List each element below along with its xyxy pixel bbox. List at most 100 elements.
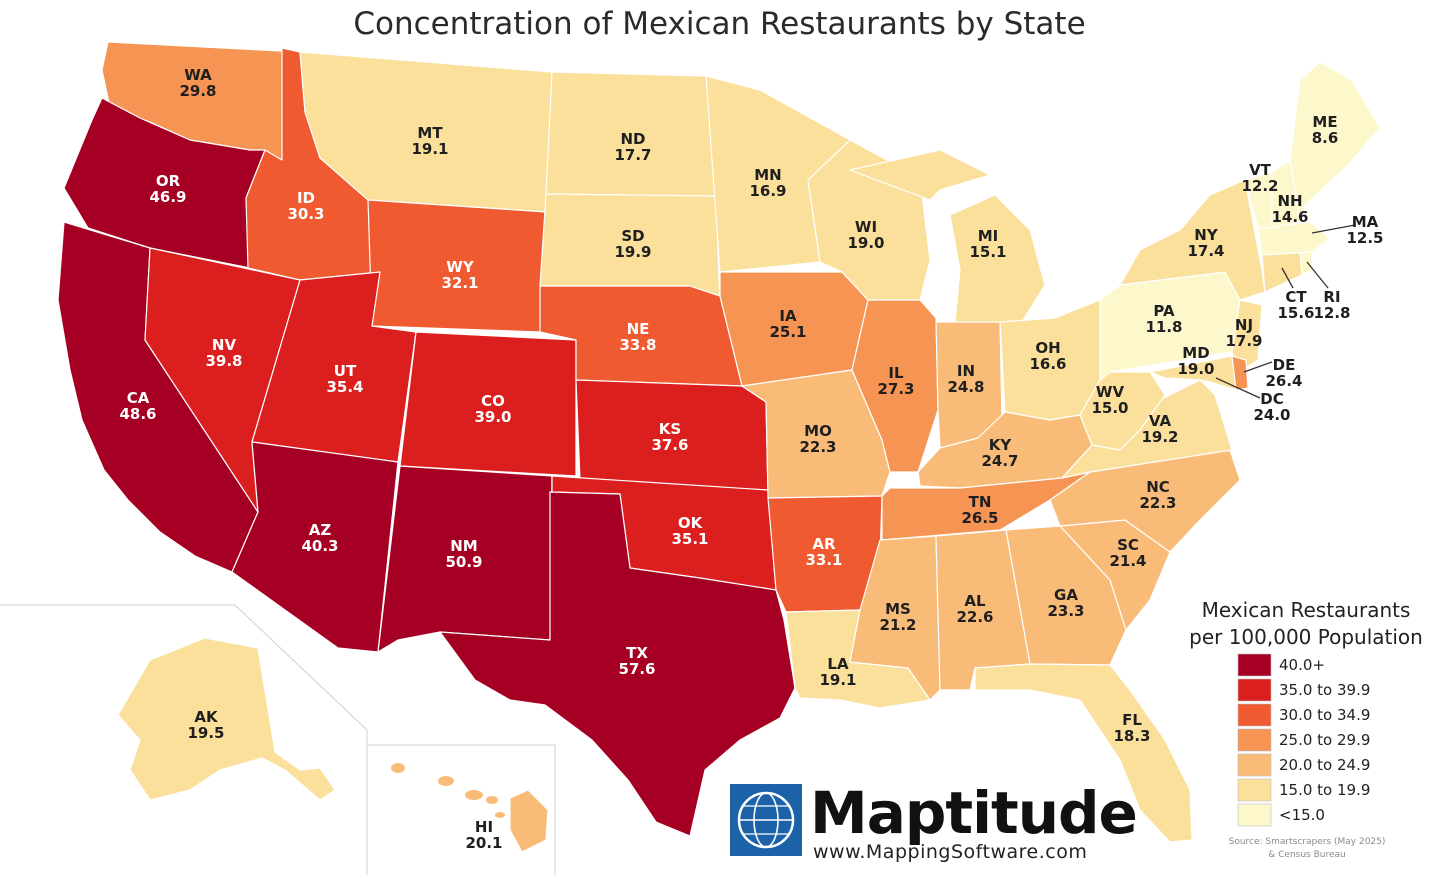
state-label-nd: ND: [620, 130, 645, 148]
state-label-wy: WY: [446, 258, 475, 276]
legend: Mexican Restaurants per 100,000 Populati…: [1189, 598, 1423, 860]
state-value-de: 26.4: [1265, 372, 1302, 390]
state-value-tn: 26.5: [961, 509, 998, 527]
state-label-ks: KS: [659, 420, 681, 438]
state-label-ar: AR: [812, 535, 836, 553]
state-value-nm: 50.9: [445, 553, 482, 571]
state-hi[interactable]: [509, 789, 549, 853]
state-label-mn: MN: [754, 166, 781, 184]
state-label-ia: IA: [779, 307, 797, 325]
state-value-or: 46.9: [149, 188, 186, 206]
state-value-al: 22.6: [956, 608, 993, 626]
legend-label-5: 15.0 to 19.9: [1279, 781, 1370, 799]
state-de[interactable]: [1231, 355, 1249, 391]
state-label-sc: SC: [1117, 536, 1139, 554]
state-value-nj: 17.9: [1225, 332, 1262, 350]
state-value-in: 24.8: [947, 378, 984, 396]
state-value-ri: 12.8: [1313, 304, 1350, 322]
state-value-ma: 12.5: [1346, 229, 1383, 247]
state-value-hi: 20.1: [465, 834, 502, 852]
state-label-mo: MO: [804, 422, 832, 440]
state-label-mt: MT: [417, 124, 443, 142]
state-label-nh: NH: [1277, 192, 1302, 210]
state-label-nc: NC: [1146, 478, 1170, 496]
state-label-ne: NE: [627, 320, 650, 338]
state-value-nc: 22.3: [1139, 494, 1176, 512]
state-co[interactable]: [399, 331, 577, 477]
legend-title-line2: per 100,000 Population: [1189, 625, 1423, 649]
state-labels: WA29.8OR46.9CA48.6ID30.3NV39.8MT19.1WY32…: [119, 66, 1383, 852]
state-tx[interactable]: [439, 491, 796, 837]
state-label-al: AL: [964, 592, 986, 610]
state-value-ne: 33.8: [619, 336, 656, 354]
state-label-tx: TX: [626, 644, 648, 662]
state-label-vt: VT: [1249, 161, 1272, 179]
state-value-co: 39.0: [474, 408, 511, 426]
state-ct[interactable]: [1261, 249, 1303, 293]
state-value-mo: 22.3: [799, 438, 836, 456]
state-label-ri: RI: [1323, 288, 1340, 306]
state-mi[interactable]: [849, 149, 1046, 326]
state-label-me: ME: [1312, 113, 1337, 131]
state-label-wa: WA: [184, 66, 212, 84]
state-label-ct: CT: [1285, 288, 1307, 306]
state-label-oh: OH: [1035, 339, 1060, 357]
state-ny[interactable]: [1119, 179, 1266, 301]
state-label-ky: KY: [989, 436, 1013, 454]
legend-label-6: <15.0: [1279, 806, 1325, 824]
legend-swatch-2: [1237, 703, 1272, 727]
legend-title-line1: Mexican Restaurants: [1202, 598, 1411, 622]
hawaii-islands: [391, 763, 505, 818]
state-label-wi: WI: [855, 218, 877, 236]
state-value-il: 27.3: [877, 380, 914, 398]
state-ak[interactable]: [117, 637, 336, 801]
maptitude-url[interactable]: www.MappingSoftware.com: [813, 841, 1087, 863]
branding: Maptitude www.MappingSoftware.com: [730, 779, 1138, 863]
state-value-pa: 11.8: [1145, 318, 1182, 336]
state-value-fl: 18.3: [1113, 727, 1150, 745]
state-value-ny: 17.4: [1187, 242, 1224, 260]
state-az[interactable]: [231, 441, 399, 653]
state-value-oh: 16.6: [1029, 355, 1066, 373]
legend-label-0: 40.0+: [1279, 656, 1325, 674]
state-value-wy: 32.1: [441, 274, 478, 292]
legend-swatch-0: [1237, 653, 1272, 677]
state-value-ut: 35.4: [326, 378, 363, 396]
legend-label-1: 35.0 to 39.9: [1279, 681, 1370, 699]
state-label-or: OR: [156, 172, 181, 190]
state-label-ny: NY: [1194, 226, 1219, 244]
state-label-pa: PA: [1153, 302, 1175, 320]
legend-swatch-6: [1237, 803, 1272, 827]
inset-frames: [0, 604, 556, 875]
state-value-ga: 23.3: [1047, 602, 1084, 620]
state-label-nm: NM: [450, 537, 477, 555]
state-value-az: 40.3: [301, 537, 338, 555]
state-label-ms: MS: [885, 600, 911, 618]
state-nj[interactable]: [1231, 299, 1263, 373]
state-label-la: LA: [827, 655, 849, 673]
state-value-nh: 14.6: [1271, 208, 1308, 226]
legend-label-4: 20.0 to 24.9: [1279, 756, 1370, 774]
state-label-sd: SD: [621, 227, 644, 245]
state-ma[interactable]: [1257, 221, 1331, 256]
state-label-hi: HI: [475, 818, 493, 836]
state-label-ca: CA: [127, 389, 150, 407]
state-value-ks: 37.6: [651, 436, 688, 454]
state-value-ar: 33.1: [805, 551, 842, 569]
state-fl[interactable]: [974, 663, 1193, 843]
state-label-nj: NJ: [1235, 316, 1253, 334]
state-label-mi: MI: [978, 227, 999, 245]
callout-lines: [1215, 224, 1356, 399]
state-ri[interactable]: [1299, 249, 1313, 276]
state-label-az: AZ: [309, 521, 332, 539]
state-label-ma: MA: [1352, 213, 1379, 231]
source-line2: & Census Bureau: [1268, 850, 1345, 860]
state-me[interactable]: [1289, 61, 1381, 223]
state-value-va: 19.2: [1141, 428, 1178, 446]
state-value-me: 8.6: [1312, 129, 1339, 147]
state-value-dc: 24.0: [1253, 406, 1290, 424]
state-value-ca: 48.6: [119, 405, 156, 423]
state-label-id: ID: [297, 189, 315, 207]
state-label-dc: DC: [1260, 390, 1283, 408]
